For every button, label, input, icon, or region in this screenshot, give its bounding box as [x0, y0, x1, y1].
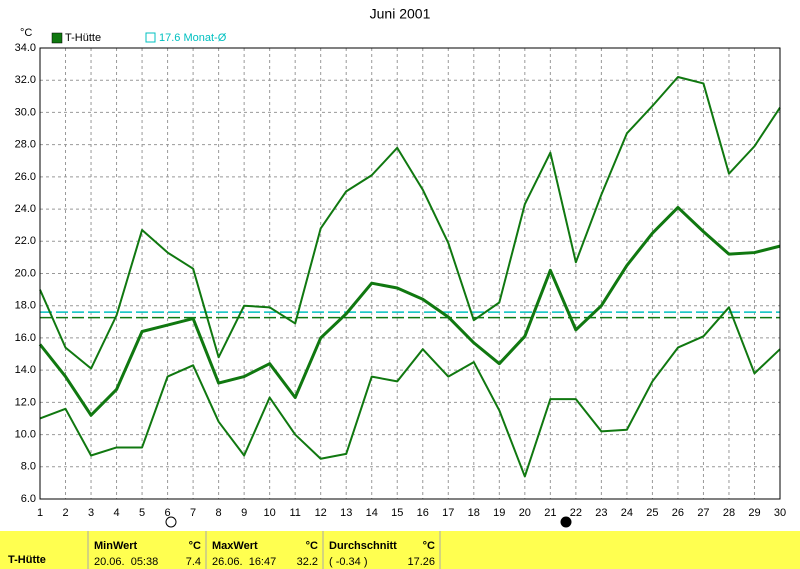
series-line: [39, 306, 781, 478]
x-tick-label: 25: [646, 507, 658, 519]
summary-time: 20.06. 05:38: [94, 556, 158, 568]
y-tick-label: 24.0: [15, 203, 36, 215]
plot-frame: [39, 47, 781, 500]
y-tick-label: 8.0: [21, 461, 36, 473]
x-tick-label: 6: [165, 507, 171, 519]
y-tick-label: 26.0: [15, 171, 36, 183]
summary: T-Hütte MinWert °C 20.06. 05:38 7.4 MaxWert °C…: [8, 531, 441, 569]
x-tick-label: 14: [366, 507, 378, 519]
plot: [38, 47, 781, 500]
x-tick-label: 21: [544, 507, 556, 519]
x-tick-label: 7: [190, 507, 196, 519]
legend-swatch: [145, 32, 156, 43]
y-tick-label: 32.0: [15, 74, 36, 86]
summary-time: ( -0.34 ): [329, 556, 368, 568]
summary-value: 32.2: [297, 556, 318, 568]
y-tick-label: 6.0: [21, 493, 36, 505]
x-tick-label: 26: [672, 507, 684, 519]
x-tick-label: 10: [264, 507, 276, 519]
chart-title: Juni 2001: [370, 6, 431, 22]
summary-band: [0, 531, 800, 569]
x-tick-label: 2: [62, 507, 68, 519]
x-tick-label: 11: [289, 507, 300, 519]
y-tick-label: 14.0: [15, 364, 36, 376]
y-tick-label: 28.0: [15, 139, 36, 151]
y-tick-label: 22.0: [15, 235, 36, 247]
x-tick-label: 17: [442, 507, 454, 519]
x-tick-label: 24: [621, 507, 633, 519]
x-tick-label: 28: [723, 507, 735, 519]
summary-label: Durchschnitt: [329, 540, 397, 552]
x-tick-label: 4: [113, 507, 119, 519]
legend-swatch: [51, 32, 63, 44]
summary-value: 7.4: [186, 556, 201, 568]
legend-label: 17.6 Monat-Ø: [159, 32, 227, 44]
y-tick-label: 12.0: [15, 396, 36, 408]
y-unit: °C: [20, 27, 32, 39]
x-tick-label: 3: [88, 507, 94, 519]
x-tick-label: 8: [216, 507, 222, 519]
x-tick-label: 27: [697, 507, 709, 519]
y-tick-label: 30.0: [15, 106, 36, 118]
x-tick-label: 16: [417, 507, 429, 519]
summary-unit: °C: [423, 540, 435, 552]
x-tick-label: 5: [139, 507, 145, 519]
series-line: [39, 75, 781, 370]
x-tick-label: 19: [493, 507, 505, 519]
summary-label: MaxWert: [212, 540, 258, 552]
summary-value: 17.26: [407, 556, 435, 568]
x-tick-label: 22: [570, 507, 582, 519]
summary-unit: °C: [306, 540, 318, 552]
moon-new: [560, 516, 572, 528]
x-tick-label: 18: [468, 507, 480, 519]
y-tick-label: 16.0: [15, 332, 36, 344]
y-tick-label: 20.0: [15, 267, 36, 279]
summary-unit: °C: [189, 540, 201, 552]
x-tick-label: 9: [241, 507, 247, 519]
y-tick-label: 18.0: [15, 300, 36, 312]
x-tick-label: 13: [340, 507, 352, 519]
x-tick-label: 15: [391, 507, 403, 519]
summary-label: MinWert: [94, 540, 138, 552]
x-tick-label: 23: [595, 507, 607, 519]
x-tick-label: 30: [774, 507, 786, 519]
series-line: [38, 205, 781, 417]
moon-full: [165, 516, 177, 528]
x-tick-label: 1: [37, 507, 43, 519]
y-tick-label: 10.0: [15, 428, 36, 440]
x-tick-label: 12: [315, 507, 327, 519]
summary-station: T-Hütte: [8, 554, 46, 566]
summary-time: 26.06. 16:47: [212, 556, 276, 568]
x-tick-label: 20: [519, 507, 531, 519]
legend-label: T-Hütte: [65, 32, 101, 44]
y-tick-label: 34.0: [15, 42, 36, 54]
x-tick-label: 29: [748, 507, 760, 519]
